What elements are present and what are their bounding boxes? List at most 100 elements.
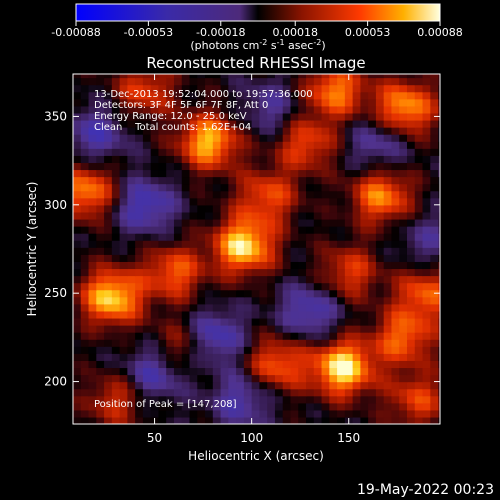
heatmap-cell: [313, 367, 323, 376]
heatmap-cell: [375, 332, 385, 340]
heatmap-cell: [111, 74, 121, 79]
heatmap-cell: [430, 247, 439, 255]
heatmap-cell: [73, 77, 82, 86]
heatmap-cell: [220, 190, 229, 199]
heatmap-cell: [383, 218, 393, 227]
heatmap-cell: [414, 381, 424, 390]
heatmap-cell: [383, 310, 393, 319]
heatmap-cell: [375, 261, 385, 270]
heatmap-cell: [119, 211, 128, 220]
heatmap-cell: [119, 332, 128, 340]
heatmap-cell: [438, 74, 440, 79]
heatmap-cell: [290, 162, 299, 171]
heatmap-cell: [166, 416, 175, 424]
heatmap-cell: [438, 148, 440, 156]
heatmap-cell: [142, 247, 152, 255]
heatmap-cell: [313, 127, 323, 135]
heatmap-cell: [313, 346, 323, 354]
heatmap-cell: [127, 119, 136, 128]
heatmap-cell: [127, 233, 136, 241]
heatmap-cell: [189, 74, 198, 79]
heatmap-cell: [197, 353, 206, 361]
heatmap-cell: [96, 303, 105, 312]
heatmap-cell: [205, 233, 214, 241]
heatmap-cell: [104, 289, 113, 298]
heatmap-cell: [383, 233, 393, 241]
heatmap-cell: [150, 254, 160, 262]
heatmap-cell: [360, 402, 369, 411]
heatmap-cell: [251, 374, 261, 383]
heatmap-cell: [375, 388, 385, 397]
heatmap-cell: [73, 155, 82, 163]
heatmap-cell: [166, 176, 175, 185]
heatmap-cell: [173, 367, 183, 376]
heatmap-cell: [150, 268, 160, 277]
heatmap-cell: [189, 360, 198, 369]
heatmap-cell: [205, 134, 214, 142]
heatmap-cell: [321, 254, 330, 262]
heatmap-cell: [127, 261, 136, 270]
heatmap-cell: [127, 339, 136, 347]
heatmap-cell: [282, 247, 292, 255]
heatmap-cell: [259, 91, 268, 100]
heatmap-cell: [135, 317, 144, 326]
heatmap-cell: [399, 148, 408, 156]
heatmap-cell: [251, 176, 261, 185]
heatmap-cell: [150, 303, 160, 312]
heatmap-cell: [166, 317, 175, 326]
heatmap-cell: [243, 98, 253, 107]
heatmap-cell: [220, 74, 229, 79]
heatmap-cell: [150, 310, 160, 319]
heatmap-cell: [321, 247, 330, 255]
annotation-energy-range: Energy Range: 12.0 - 25.0 keV: [94, 111, 247, 122]
heatmap-cell: [422, 98, 431, 107]
heatmap-cell: [150, 162, 160, 171]
heatmap-cell: [259, 176, 268, 185]
heatmap-cell: [96, 183, 105, 192]
heatmap-cell: [228, 176, 237, 185]
heatmap-cell: [127, 325, 136, 333]
heatmap-cell: [391, 303, 400, 312]
heatmap-cell: [329, 325, 338, 333]
heatmap-cell: [321, 395, 330, 404]
heatmap-cell: [360, 409, 369, 418]
heatmap-cell: [181, 374, 191, 383]
heatmap-cell: [267, 105, 276, 114]
heatmap-cell: [274, 240, 284, 248]
heatmap-cell: [189, 346, 198, 354]
heatmap-cell: [298, 289, 307, 298]
heatmap-cell: [220, 332, 229, 340]
heatmap-cell: [430, 360, 439, 369]
heatmap-cell: [173, 339, 183, 347]
heatmap-cell: [406, 211, 416, 220]
heatmap-cell: [383, 183, 393, 192]
heatmap-cell: [158, 169, 167, 178]
heatmap-cell: [368, 105, 377, 114]
heatmap-cell: [96, 226, 105, 234]
heatmap-cell: [313, 134, 323, 142]
heatmap-cell: [430, 197, 439, 206]
heatmap-cell: [80, 374, 90, 383]
heatmap-cell: [344, 84, 354, 93]
heatmap-cell: [306, 77, 315, 86]
heatmap-cell: [430, 367, 439, 376]
heatmap-cell: [166, 84, 175, 93]
heatmap-cell: [205, 261, 214, 270]
heatmap-cell: [406, 275, 416, 284]
heatmap-cell: [259, 310, 268, 319]
heatmap-cell: [104, 409, 113, 418]
heatmap-cell: [119, 409, 128, 418]
heatmap-cell: [251, 141, 261, 149]
heatmap-cell: [414, 226, 424, 234]
heatmap-cell: [391, 332, 400, 340]
x-tick-label: 150: [337, 431, 360, 445]
heatmap-cell: [290, 374, 299, 383]
heatmap-cell: [197, 261, 206, 270]
heatmap-cell: [220, 360, 229, 369]
heatmap-cell: [236, 233, 245, 241]
heatmap-cell: [111, 282, 121, 291]
heatmap-cell: [383, 381, 393, 390]
heatmap-cell: [251, 162, 261, 171]
heatmap-cell: [104, 268, 113, 277]
heatmap-cell: [243, 74, 253, 79]
